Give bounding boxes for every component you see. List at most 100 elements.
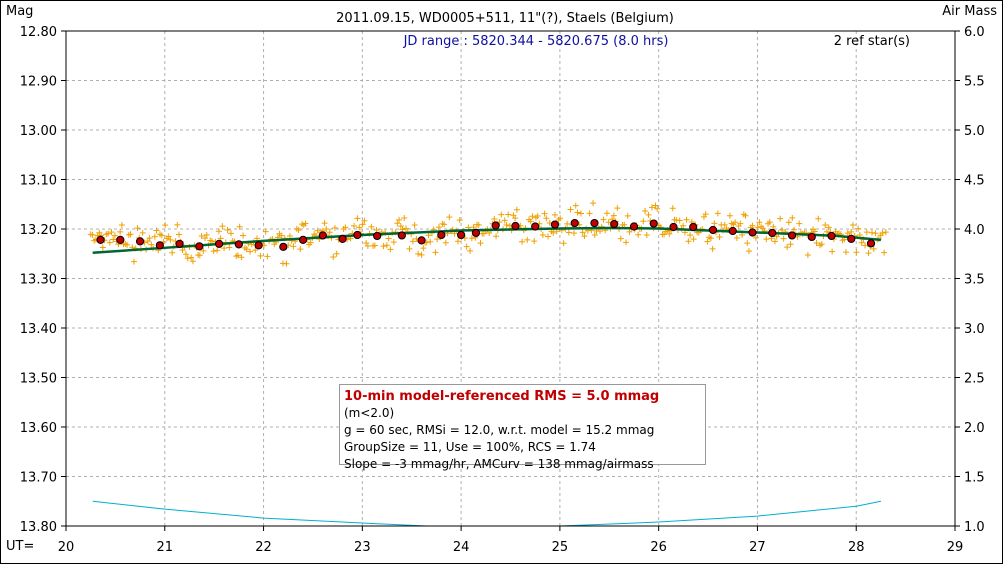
raw-point — [214, 247, 221, 254]
x-tick-label: 20 — [58, 540, 75, 555]
raw-point — [823, 228, 830, 235]
raw-point — [744, 240, 751, 247]
x-tick-label: 21 — [157, 540, 174, 555]
raw-point — [252, 247, 259, 254]
raw-point — [707, 235, 714, 242]
raw-point — [811, 228, 818, 235]
raw-point — [683, 216, 690, 223]
raw-point — [527, 218, 534, 225]
binned-point — [610, 219, 619, 229]
binned-point — [195, 242, 204, 251]
raw-point — [402, 225, 409, 232]
raw-point — [791, 226, 798, 233]
raw-point — [364, 242, 371, 249]
raw-point — [148, 241, 155, 248]
y-tick-label: 13.60 — [20, 421, 57, 436]
y2-tick-label: 4.0 — [964, 223, 985, 238]
raw-point — [189, 258, 196, 265]
raw-point — [333, 250, 340, 257]
raw-point — [571, 230, 578, 237]
raw-point — [356, 224, 363, 231]
raw-point — [110, 236, 117, 243]
raw-point — [105, 230, 112, 237]
rms-condition: (m<2.0) — [344, 406, 395, 420]
raw-point — [435, 224, 442, 231]
raw-point — [815, 215, 822, 222]
grid-lines — [66, 31, 955, 526]
raw-point — [278, 232, 285, 239]
raw-point — [704, 238, 711, 245]
raw-point — [539, 232, 546, 238]
raw-point — [397, 223, 404, 230]
raw-point — [863, 229, 870, 236]
raw-point — [158, 232, 165, 239]
raw-point — [529, 213, 536, 220]
y-axis-label-right: Air Mass — [942, 4, 997, 19]
binned-point — [417, 236, 426, 245]
stats-line-rms: 10-min model-referenced RMS = 5.0 mmag (… — [344, 388, 705, 422]
binned-point — [96, 235, 105, 244]
binned-point — [511, 221, 520, 231]
raw-point — [111, 232, 118, 239]
binned-point — [298, 235, 308, 244]
y2-tick-label: 1.0 — [964, 520, 985, 535]
raw-point — [351, 222, 358, 229]
y2-tick-label: 2.0 — [964, 421, 985, 436]
raw-point — [565, 229, 572, 236]
raw-point — [380, 243, 387, 250]
raw-point — [427, 238, 434, 245]
statistics-box: 10-min model-referenced RMS = 5.0 mmag (… — [339, 384, 706, 471]
model-line-layer — [92, 226, 882, 255]
raw-point — [176, 231, 183, 238]
raw-point — [742, 212, 749, 219]
raw-point — [420, 245, 427, 252]
raw-point — [359, 221, 366, 228]
raw-point — [624, 212, 631, 219]
model-line — [92, 226, 882, 255]
raw-point — [198, 232, 205, 239]
raw-point — [477, 240, 484, 247]
raw-point — [732, 219, 739, 226]
raw-point — [879, 229, 886, 236]
raw-point — [432, 249, 439, 256]
raw-point — [752, 234, 759, 241]
raw-point — [498, 211, 505, 218]
raw-point — [368, 223, 375, 230]
raw-point — [202, 235, 209, 242]
x-axis-label: UT= — [6, 539, 34, 554]
raw-point — [711, 220, 718, 227]
raw-point — [297, 246, 304, 253]
raw-point — [855, 225, 862, 232]
raw-point — [475, 221, 482, 228]
axis-ticks — [61, 30, 960, 531]
raw-point — [371, 242, 378, 249]
raw-point — [590, 200, 597, 207]
raw-point — [215, 228, 222, 235]
raw-point — [666, 230, 673, 237]
raw-point — [153, 227, 160, 234]
raw-point — [882, 229, 889, 236]
x-tick-label: 28 — [848, 540, 865, 555]
raw-point — [314, 227, 321, 234]
raw-point — [290, 243, 297, 250]
raw-point — [726, 212, 733, 219]
raw-point — [714, 210, 721, 217]
binned-point — [318, 231, 327, 240]
raw-point — [591, 231, 598, 238]
raw-point — [586, 210, 593, 217]
raw-point — [652, 202, 659, 209]
raw-point — [224, 226, 231, 233]
binned-point — [590, 218, 599, 228]
raw-point — [409, 238, 416, 245]
raw-point — [124, 241, 131, 248]
raw-point — [770, 223, 777, 230]
raw-point — [642, 208, 649, 215]
raw-point — [702, 211, 709, 218]
y-axis-label-left: Mag — [6, 4, 33, 19]
binned-point — [866, 239, 876, 248]
raw-point — [182, 251, 189, 258]
raw-point — [603, 210, 610, 217]
y-tick-label: 13.30 — [20, 273, 57, 288]
raw-point — [134, 225, 141, 232]
